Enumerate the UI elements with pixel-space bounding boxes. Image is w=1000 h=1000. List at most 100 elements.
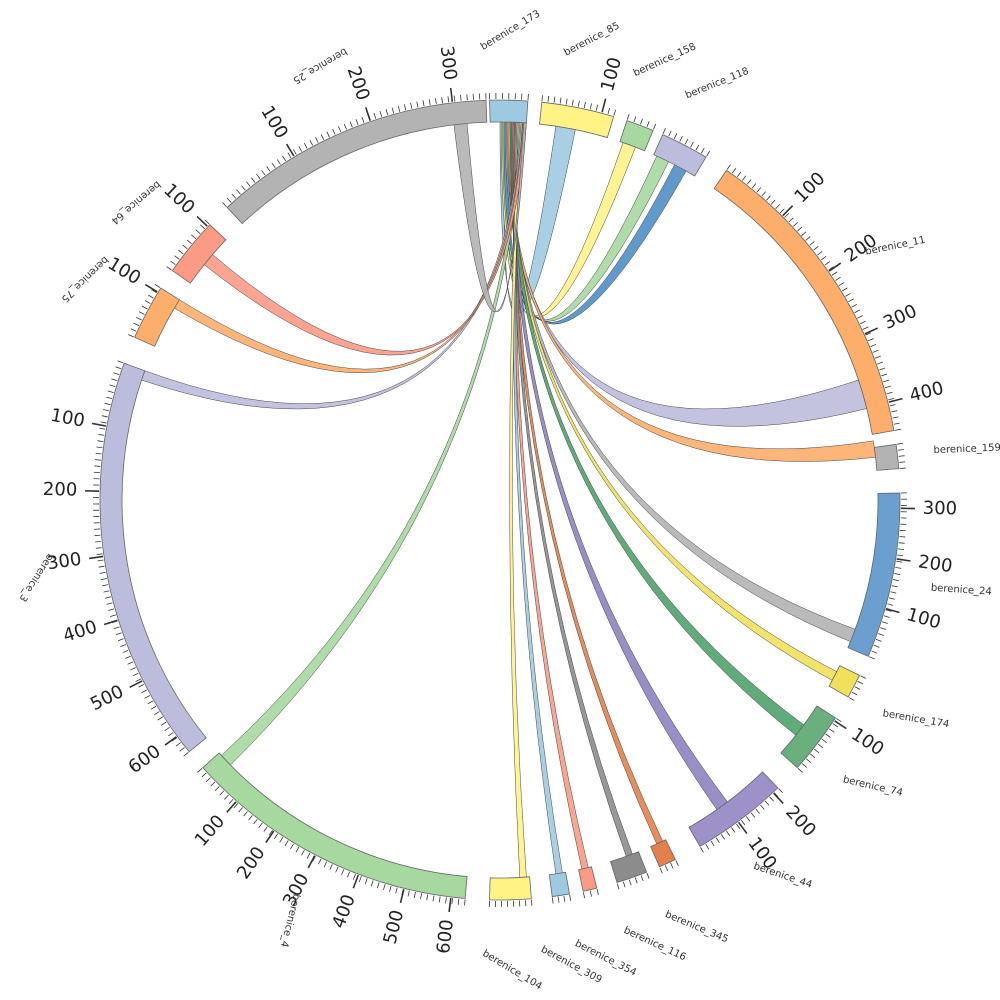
minor-tick (95, 540, 102, 543)
minor-tick (138, 311, 145, 315)
segment-label-b173: berenice_173 (479, 8, 542, 52)
minor-tick (241, 185, 246, 191)
tick-label: 200 (917, 551, 954, 577)
minor-tick (164, 726, 170, 732)
minor-tick (746, 179, 752, 185)
minor-tick (106, 396, 113, 400)
minor-tick (684, 138, 689, 145)
minor-tick (646, 872, 650, 879)
minor-tick (338, 126, 342, 133)
minor-tick (130, 328, 137, 332)
minor-tick (679, 135, 683, 142)
minor-tick (750, 812, 756, 818)
minor-tick (115, 366, 122, 370)
minor-tick (788, 217, 794, 223)
tick-label: 600 (433, 918, 458, 955)
minor-tick (248, 815, 253, 821)
minor-tick (99, 571, 106, 574)
minor-tick (100, 578, 107, 581)
segment-label-b24: berenice_24 (931, 583, 993, 598)
minor-tick (898, 542, 905, 544)
minor-tick (626, 113, 630, 120)
minor-tick (831, 271, 838, 276)
minor-tick (182, 244, 188, 250)
minor-tick (453, 95, 456, 102)
minor-tick (659, 867, 663, 874)
minor-tick (541, 95, 543, 102)
minor-tick (848, 697, 855, 701)
minor-tick (607, 107, 611, 114)
minor-tick (282, 155, 287, 162)
minor-tick (668, 130, 672, 137)
minor-tick (103, 590, 110, 593)
minor-tick (95, 547, 102, 549)
tick-label: 300 (923, 498, 958, 520)
segment-arc-b309 (548, 871, 570, 898)
minor-tick (243, 811, 248, 817)
minor-tick (352, 873, 356, 880)
minor-tick (706, 150, 710, 157)
segment-arc-b85 (539, 101, 615, 139)
segment-arc-b75 (134, 287, 180, 347)
minor-tick (877, 633, 884, 636)
minor-tick (889, 404, 896, 407)
major-tick (773, 792, 784, 804)
minor-tick (779, 208, 785, 214)
minor-tick (559, 97, 562, 104)
minor-tick (731, 167, 737, 174)
tick-label: 300 (46, 549, 83, 575)
minor-tick (731, 827, 736, 833)
major-tick (449, 87, 454, 102)
minor-tick (117, 360, 124, 364)
minor-tick (120, 644, 127, 648)
tick-label: 200 (43, 479, 78, 501)
minor-tick (881, 621, 888, 624)
minor-tick (349, 121, 353, 128)
tick-label: 100 (49, 405, 87, 432)
minor-tick (150, 705, 157, 710)
minor-tick (845, 292, 851, 297)
minor-tick (775, 204, 781, 210)
minor-tick (551, 897, 554, 904)
minor-tick (197, 768, 203, 773)
minor-tick (276, 159, 281, 165)
minor-tick (130, 667, 136, 671)
minor-tick (422, 100, 425, 107)
minor-tick (595, 104, 598, 111)
minor-tick (376, 882, 380, 889)
minor-tick (879, 367, 886, 371)
minor-tick (171, 737, 178, 742)
minor-tick (633, 116, 637, 123)
tick-label: 400 (61, 616, 100, 646)
segment-label-b44: berenice_44 (752, 861, 813, 891)
minor-tick (792, 222, 798, 227)
minor-tick (577, 100, 580, 107)
minor-tick (251, 177, 256, 183)
minor-tick (287, 152, 292, 158)
minor-tick (284, 840, 289, 846)
minor-tick (186, 239, 192, 245)
links-layer (141, 121, 876, 878)
tick-label: 500 (380, 908, 409, 946)
minor-tick (760, 804, 765, 810)
major-tick (864, 327, 879, 335)
major-tick (129, 680, 143, 688)
minor-tick (435, 98, 437, 105)
segment-label-b25: berenice_25 (291, 45, 349, 85)
minor-tick (634, 877, 638, 884)
minor-tick (797, 768, 803, 773)
major-tick (885, 607, 900, 614)
minor-tick (848, 298, 854, 303)
minor-tick (751, 183, 757, 189)
minor-tick (111, 378, 118, 382)
minor-tick (885, 609, 892, 612)
minor-tick (761, 191, 766, 197)
segment-label-b174: berenice_174 (882, 708, 950, 730)
minor-tick (828, 266, 834, 271)
minor-tick (797, 226, 803, 232)
minor-tick (720, 834, 725, 840)
minor-tick (897, 449, 904, 451)
minor-tick (132, 672, 139, 677)
tick-label: 200 (781, 802, 820, 841)
